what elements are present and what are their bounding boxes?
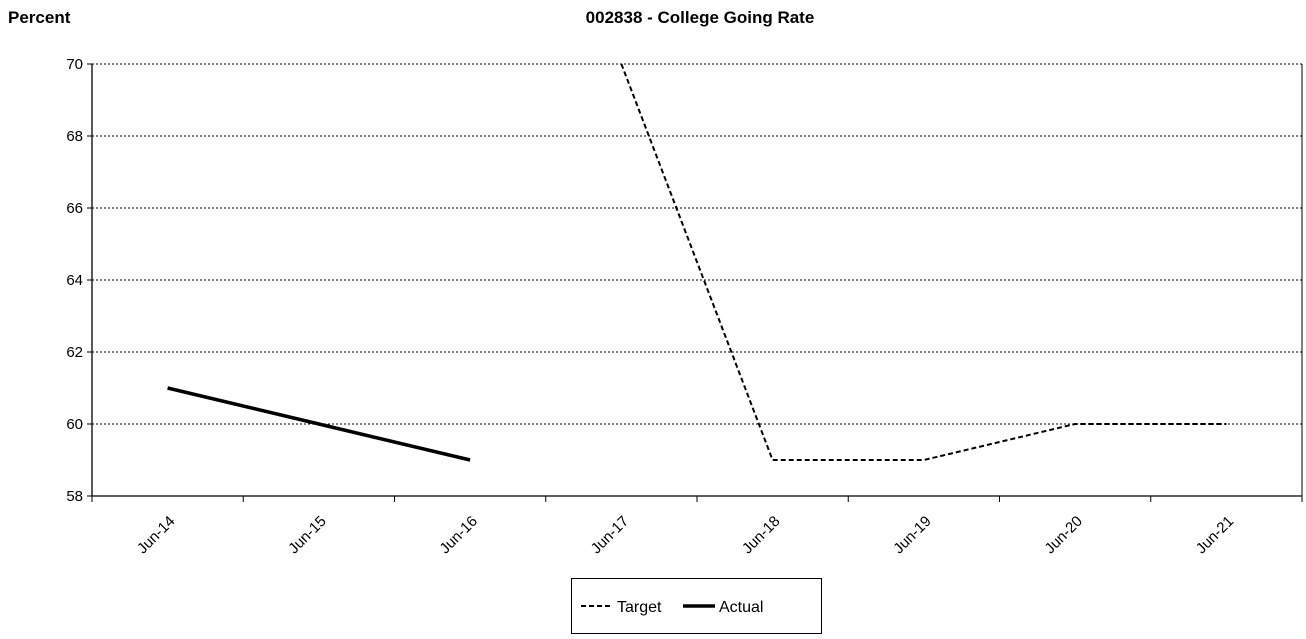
y-tick-label: 64 [66,272,83,289]
y-tick-label: 66 [66,200,83,217]
y-tick-label: 62 [66,344,83,361]
legend: Target Actual [571,578,822,634]
x-tick-label: Jun-20 [1041,513,1085,557]
y-tick-label: 58 [66,488,83,505]
y-tick-label: 60 [66,416,83,433]
x-tick-label: Jun-17 [588,513,632,557]
x-tick-label: Jun-14 [134,513,178,557]
grid-layer [92,63,1302,496]
legend-label-actual: Actual [719,599,763,616]
x-tick-label: Jun-21 [1193,513,1237,557]
y-tick-label: 68 [66,128,83,145]
series-line-actual [167,386,471,462]
series-layer [167,63,1227,462]
x-tick-label: Jun-16 [436,513,480,557]
x-tick-label: Jun-18 [739,513,783,557]
y-axis-label: Percent [8,8,71,27]
x-tick-label: Jun-19 [890,513,934,557]
y-tick-label: 70 [66,56,83,73]
x-tick-label: Jun-15 [285,513,329,557]
series-line-target [620,63,1227,461]
chart-title: 002838 - College Going Rate [586,8,815,27]
legend-label-target: Target [617,599,662,616]
